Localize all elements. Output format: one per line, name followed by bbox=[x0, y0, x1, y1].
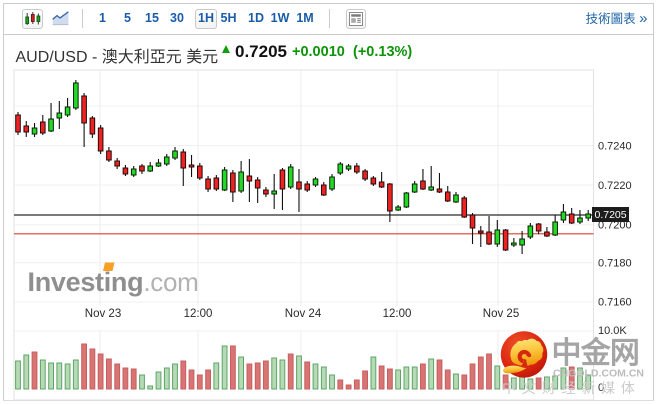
svg-text:Nov 25: Nov 25 bbox=[483, 308, 519, 320]
svg-text:0.7220: 0.7220 bbox=[598, 180, 632, 192]
svg-text:0.7205: 0.7205 bbox=[595, 209, 627, 221]
svg-text:0: 0 bbox=[598, 382, 604, 394]
svg-text:Investing.com: Investing.com bbox=[28, 267, 199, 297]
svg-text:0.7240: 0.7240 bbox=[598, 141, 632, 153]
svg-text:12:00: 12:00 bbox=[383, 308, 412, 320]
svg-text:CNGOLD.COM.CN: CNGOLD.COM.CN bbox=[553, 368, 644, 380]
svg-text:12:00: 12:00 bbox=[184, 308, 213, 320]
svg-text:10.0K: 10.0K bbox=[598, 325, 627, 337]
svg-text:0.7160: 0.7160 bbox=[598, 297, 632, 309]
svg-text:Nov 23: Nov 23 bbox=[85, 308, 121, 320]
svg-text:中文财经新媒体: 中文财经新媒体 bbox=[502, 380, 641, 396]
svg-text:中金网: 中金网 bbox=[552, 336, 640, 370]
svg-text:Nov 24: Nov 24 bbox=[285, 308, 322, 320]
svg-text:0.7180: 0.7180 bbox=[598, 258, 632, 270]
svg-text:0.7200: 0.7200 bbox=[598, 220, 632, 232]
